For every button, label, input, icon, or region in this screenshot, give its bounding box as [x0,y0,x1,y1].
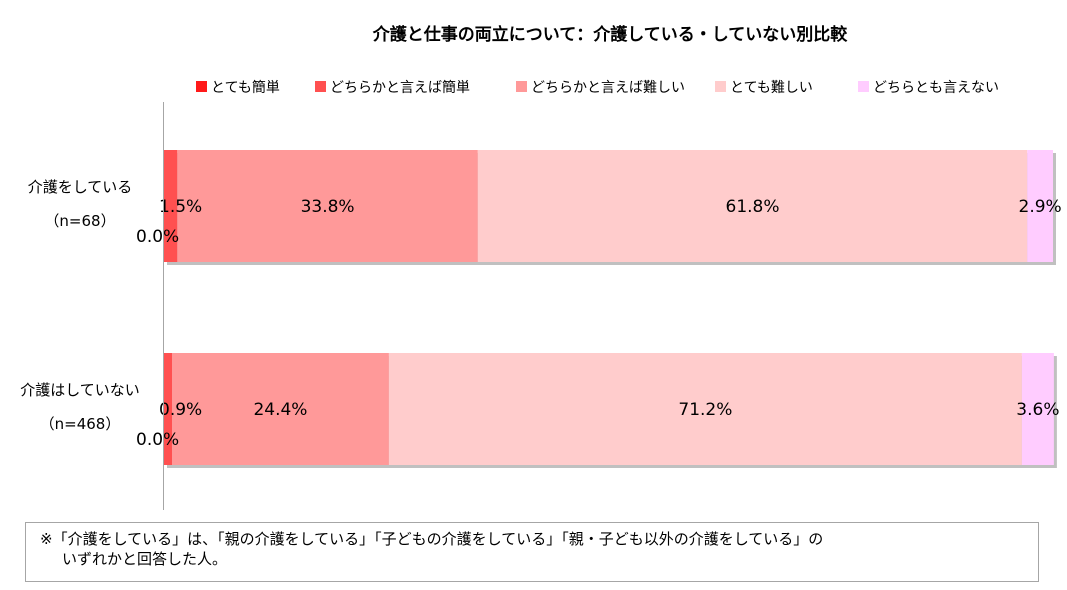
legend-label: どちらかと言えば難しい [531,80,685,96]
bar-segment [164,150,178,262]
legend: とても簡単 どちらかと言えば簡単 どちらかと言えば難しい とても難しい どちらとも言えな… [196,80,999,96]
data-label: 0.0% [136,227,179,247]
legend-swatch [196,81,207,92]
footnote-line-1: ※「介護をしている」は、「親の介護をしている」「子どもの介護をしている」「親・子… [40,530,824,548]
category-sublabel: （n=468） [40,415,121,433]
category-sublabel: （n=68） [44,212,115,230]
legend-swatch [858,81,869,92]
category-label: 介護はしていない [20,381,140,399]
legend-swatch [516,81,527,92]
footnote-line-2: いずれかと回答した人。 [62,550,228,568]
legend-swatch [315,81,326,92]
data-label: 61.8% [726,197,780,217]
legend-label: とても簡単 [211,80,280,96]
legend-label: どちらとも言えない [873,80,999,96]
bar-segment [164,353,173,465]
category-label: 介護をしている [28,178,133,196]
chart-title: 介護と仕事の両立について：介護している・していない別比較 [372,24,848,45]
legend-label: どちらかと言えば簡単 [330,80,470,96]
data-label: 71.2% [678,400,732,420]
legend-swatch [715,81,726,92]
category-labels: 介護をしている （n=68） 介護はしていない （n=468） [20,178,140,433]
data-label: 2.9% [1019,197,1062,217]
bar-segment [1027,150,1053,262]
data-label: 1.5% [159,197,202,217]
data-label: 24.4% [253,400,307,420]
bar-segment [1021,353,1054,465]
bar-group: 0.0% 0.9% 24.4% 71.2% 3.6% [136,353,1059,468]
bar-segment [388,353,1022,465]
stacked-bar-chart: 介護と仕事の両立について：介護している・していない別比較 とても簡単 どちらかと言… [20,24,1062,510]
data-label: 0.0% [136,430,179,450]
data-label: 0.9% [159,400,202,420]
bar-segment [172,353,389,465]
bar-group: 0.0% 1.5% 33.8% 61.8% 2.9% [136,150,1062,265]
plot-area: 0.0% 1.5% 33.8% 61.8% 2.9% 0.0% 0.9% 24.4% 71.2%… [136,150,1062,468]
data-label: 3.6% [1016,400,1059,420]
bar-segment [477,150,1028,262]
bar-segment [177,150,478,262]
data-label: 33.8% [301,197,355,217]
legend-label: とても難しい [730,80,813,96]
footnote-box: ※「介護をしている」は、「親の介護をしている」「子どもの介護をしている」「親・子… [25,522,1039,582]
